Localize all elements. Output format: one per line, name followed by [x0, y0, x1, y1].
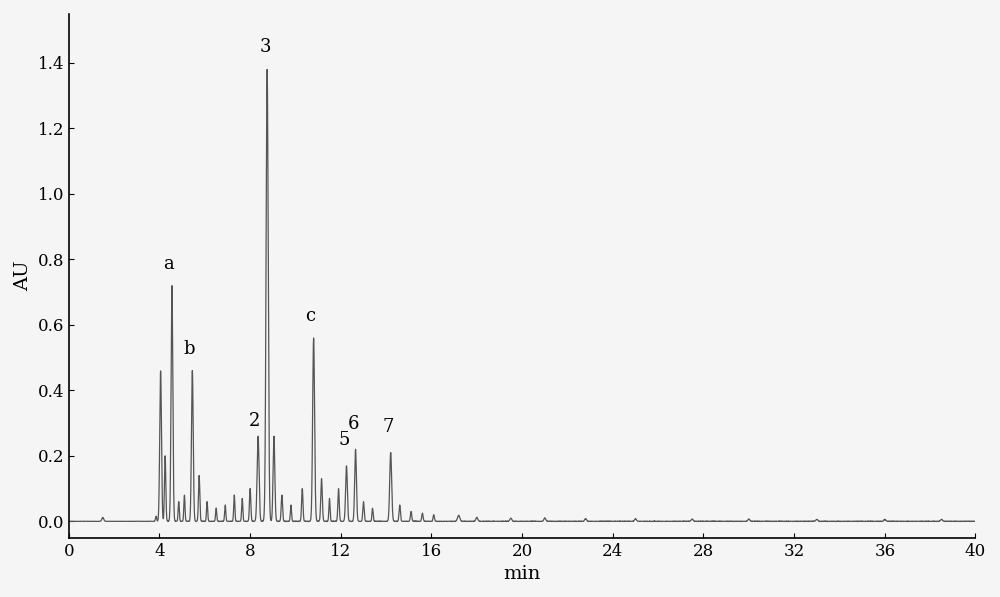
Text: b: b: [183, 340, 195, 358]
Text: a: a: [163, 254, 174, 272]
Text: 6: 6: [348, 415, 359, 433]
Text: 7: 7: [383, 418, 394, 436]
Text: 2: 2: [249, 412, 260, 430]
Text: 5: 5: [339, 431, 350, 450]
Y-axis label: AU: AU: [14, 260, 32, 291]
X-axis label: min: min: [503, 565, 541, 583]
Text: c: c: [305, 307, 315, 325]
Text: 3: 3: [259, 38, 271, 57]
